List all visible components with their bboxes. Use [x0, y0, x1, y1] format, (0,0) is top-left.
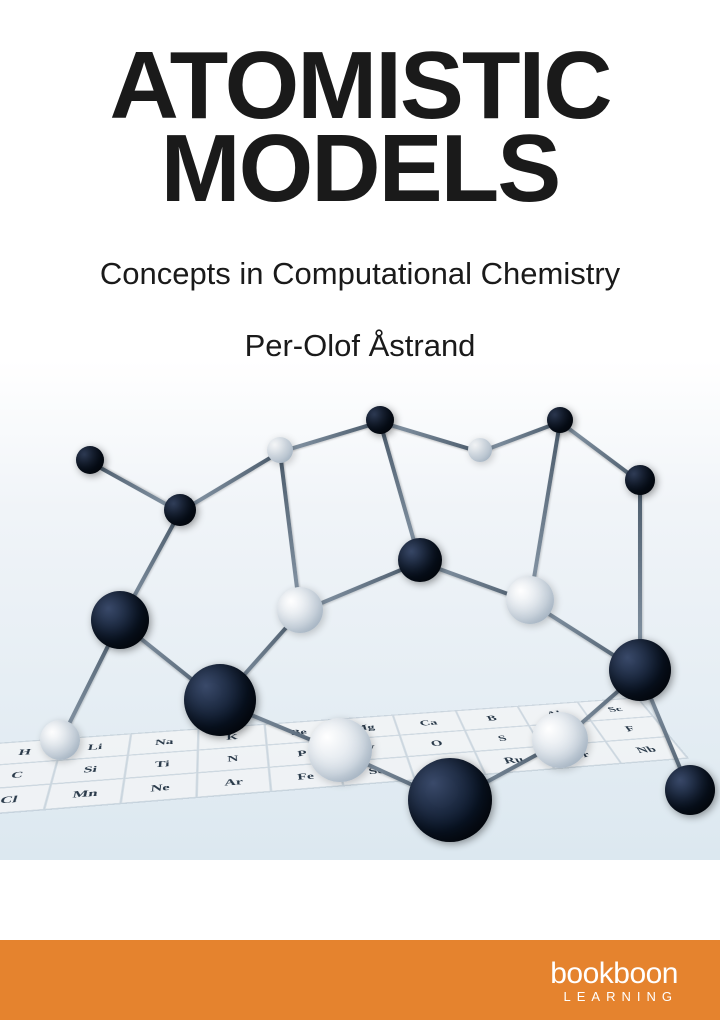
molecule-atom	[164, 494, 196, 526]
molecule-atom	[532, 712, 588, 768]
molecule-atom	[468, 438, 492, 462]
brand-block: bookboon LEARNING	[550, 957, 678, 1004]
molecule-atom	[267, 437, 293, 463]
molecule-atom	[625, 465, 655, 495]
brand-name: bookboon	[550, 957, 678, 991]
molecule-graphic	[0, 360, 720, 860]
molecule-atom	[665, 765, 715, 815]
book-title-line2: MODELS	[0, 123, 720, 214]
cover-illustration: HLiNaKBeMgCaBAlScCSiTiNPVOSCrFClMnNeArFe…	[0, 360, 720, 860]
molecule-atom	[506, 576, 554, 624]
molecule-atom	[76, 446, 104, 474]
molecule-atom	[547, 407, 573, 433]
molecule-atom	[398, 538, 442, 582]
brand-tagline: LEARNING	[550, 989, 678, 1004]
molecule-atom	[91, 591, 149, 649]
molecule-atom	[184, 664, 256, 736]
molecule-atom	[308, 718, 372, 782]
content-area: ATOMISTIC MODELS Concepts in Computation…	[0, 0, 720, 940]
molecule-atom	[408, 758, 492, 842]
molecule-atom	[609, 639, 671, 701]
molecule-atom	[366, 406, 394, 434]
molecule-bond	[279, 420, 380, 454]
book-author: Per-Olof Åstrand	[0, 328, 720, 364]
book-subtitle: Concepts in Computational Chemistry	[0, 256, 720, 292]
molecule-atom	[277, 587, 323, 633]
molecule-bond	[379, 420, 480, 454]
book-cover: ATOMISTIC MODELS Concepts in Computation…	[0, 0, 720, 1020]
molecule-atom	[40, 720, 80, 760]
brand-banner: bookboon LEARNING	[0, 940, 720, 1020]
